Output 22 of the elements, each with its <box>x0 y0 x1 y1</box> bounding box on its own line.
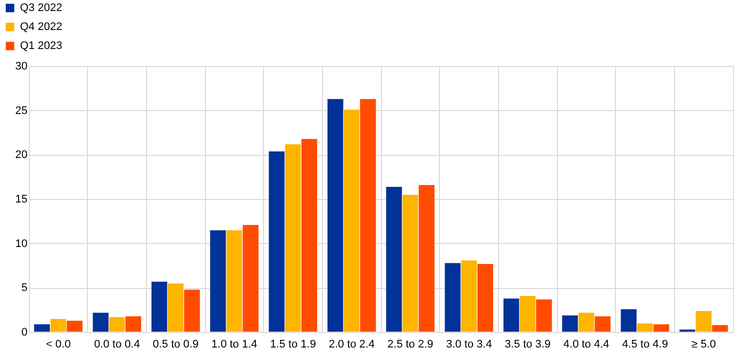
x-tick-label: 1.5 to 1.9 <box>270 338 316 350</box>
x-tick-label: < 0.0 <box>46 338 71 350</box>
y-tick-label: 5 <box>21 282 28 294</box>
x-tick-label: 0.0 to 0.4 <box>94 338 140 350</box>
x-tick-label: 3.0 to 3.4 <box>446 338 492 350</box>
legend-label: Q4 2022 <box>20 21 62 33</box>
y-tick-label: 25 <box>15 104 28 117</box>
x-tick-label: 1.0 to 1.4 <box>211 338 258 350</box>
x-tick-label: 3.5 to 3.9 <box>504 338 551 350</box>
x-tick-label: 4.5 to 4.9 <box>622 338 668 350</box>
y-tick-label: 20 <box>15 149 28 162</box>
x-tick-label: ≥ 5.0 <box>691 338 716 350</box>
legend-label: Q3 2022 <box>20 2 62 14</box>
x-tick-label: 2.5 to 2.9 <box>387 338 434 350</box>
y-tick-label: 15 <box>15 194 28 206</box>
y-tick-label: 10 <box>15 238 28 250</box>
y-tick-label: 0 <box>21 326 28 338</box>
x-tick-label: 0.5 to 0.9 <box>152 338 199 350</box>
x-tick-label: 4.0 to 4.4 <box>563 338 610 350</box>
y-tick-label: 30 <box>15 60 28 72</box>
legend-label: Q1 2023 <box>20 40 62 52</box>
x-tick-label: 2.0 to 2.4 <box>328 338 375 350</box>
